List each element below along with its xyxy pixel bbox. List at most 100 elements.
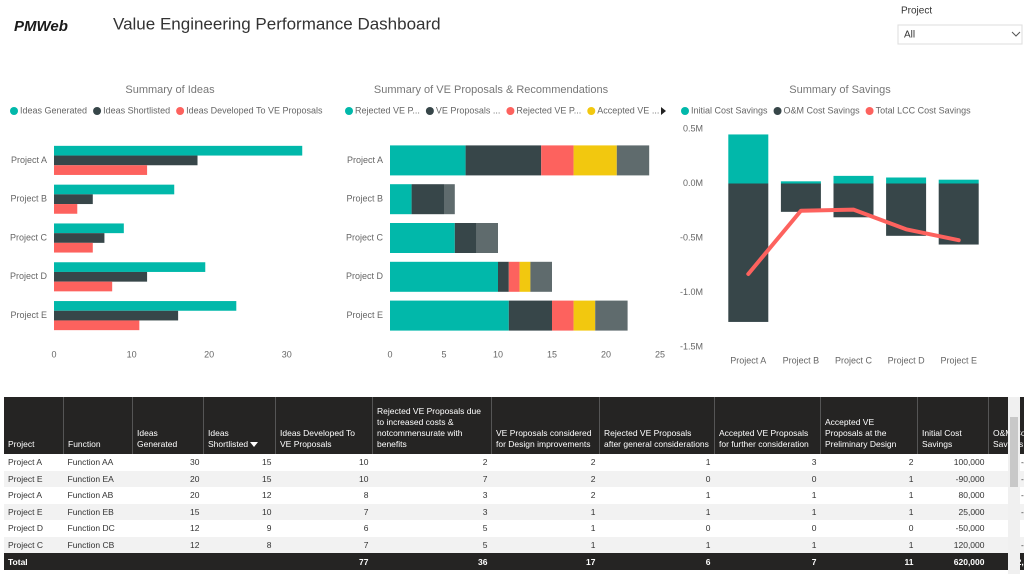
bar bbox=[728, 134, 769, 184]
table-cell: 12 bbox=[132, 536, 204, 553]
column-header-text: Accepted VE Proposals for further consid… bbox=[719, 428, 809, 449]
bar-segment bbox=[390, 223, 455, 253]
y-tick-label: 0.0M bbox=[683, 178, 703, 188]
x-tick-label: 10 bbox=[493, 349, 503, 359]
bar-segment bbox=[508, 300, 552, 331]
table-cell: 1 bbox=[599, 536, 715, 553]
table-cell: 0 bbox=[811, 523, 817, 534]
table-cell: 2 bbox=[482, 457, 488, 468]
column-header[interactable]: Ideas Generated bbox=[132, 397, 204, 454]
bar bbox=[54, 281, 113, 292]
total-cell bbox=[203, 553, 276, 570]
bar bbox=[54, 310, 179, 321]
y-tick-label: Project E bbox=[10, 310, 47, 320]
scrollbar-thumb[interactable] bbox=[1010, 417, 1018, 487]
bar bbox=[54, 204, 78, 214]
table-cell: 0 bbox=[714, 470, 821, 487]
table-cell: 12 bbox=[262, 490, 272, 501]
table-cell: 120,000 bbox=[917, 536, 989, 553]
bar bbox=[54, 301, 237, 311]
column-header[interactable]: Accepted VE Proposals at the Preliminary… bbox=[820, 397, 918, 454]
table-cell: Function DC bbox=[67, 523, 115, 534]
total-cell bbox=[63, 553, 133, 570]
table-cell: -90,000 bbox=[917, 470, 989, 487]
y-tick-label: Project C bbox=[346, 232, 384, 242]
table-cell: 15 bbox=[262, 457, 272, 468]
line-series bbox=[746, 207, 961, 276]
bar-segment bbox=[476, 223, 498, 253]
bar-segment bbox=[552, 300, 574, 331]
total-cell: 11 bbox=[820, 553, 918, 570]
bar bbox=[886, 177, 927, 184]
column-header[interactable]: Function bbox=[63, 397, 133, 454]
table-cell: 7 bbox=[275, 503, 373, 520]
column-header[interactable]: Project bbox=[4, 397, 64, 454]
bar-segment bbox=[519, 261, 531, 292]
scrollbar[interactable] bbox=[1008, 397, 1020, 574]
x-tick-label: 0 bbox=[387, 349, 392, 359]
table-cell: 20 bbox=[190, 490, 200, 501]
total-cell: 6 bbox=[599, 553, 715, 570]
filter-dropdown[interactable] bbox=[897, 24, 1023, 45]
legend-swatch bbox=[681, 107, 689, 115]
legend-swatch bbox=[176, 107, 185, 115]
x-tick-label: Project D bbox=[888, 355, 926, 365]
bar bbox=[54, 271, 148, 282]
bar bbox=[728, 183, 769, 322]
bar-segment bbox=[573, 300, 596, 331]
x-tick-label: 20 bbox=[204, 349, 214, 359]
table-cell: 0 bbox=[599, 470, 715, 487]
column-header[interactable]: Initial Cost Savings bbox=[917, 397, 989, 454]
legend-label: Initial Cost Savings bbox=[691, 105, 768, 115]
x-tick-label: 30 bbox=[282, 349, 292, 359]
table-cell: 30 bbox=[190, 457, 200, 468]
legend-label: Total LCC Cost Savings bbox=[876, 105, 972, 115]
table-cell: 1 bbox=[705, 490, 711, 501]
column-header[interactable]: Accepted VE Proposals for further consid… bbox=[714, 397, 821, 454]
column-header[interactable]: Ideas Shortlisted bbox=[203, 397, 276, 454]
bar bbox=[938, 183, 979, 245]
column-header[interactable]: Ideas Developed To VE Proposals bbox=[275, 397, 373, 454]
column-header[interactable]: Rejected VE Proposals due to increased c… bbox=[372, 397, 492, 454]
legend-next-arrow[interactable] bbox=[661, 107, 666, 115]
table-cell: 1 bbox=[820, 503, 918, 520]
table-cell: 1 bbox=[820, 536, 918, 553]
column-header[interactable]: Rejected VE Proposals after general cons… bbox=[599, 397, 715, 454]
total-cell: 77 bbox=[275, 553, 373, 570]
legend-swatch bbox=[506, 107, 515, 115]
table-cell: 9 bbox=[266, 523, 272, 534]
logo: PMWeb bbox=[14, 18, 68, 35]
bar bbox=[54, 320, 140, 331]
table-cell: 10 bbox=[359, 457, 369, 468]
bar-segment bbox=[444, 184, 455, 215]
table-cell: 1 bbox=[491, 503, 600, 520]
table-cell: Function CB bbox=[63, 536, 133, 553]
y-tick-label: Project B bbox=[10, 194, 47, 204]
column-header[interactable]: VE Proposals considered for Design impro… bbox=[491, 397, 600, 454]
table-cell: 1 bbox=[590, 523, 596, 534]
table-row: Project A Function AB 20 12 8 3 2 1 1 1 80,000 -250… bbox=[4, 487, 1024, 504]
x-tick-label: 25 bbox=[655, 349, 665, 359]
dropdown-chevron[interactable] bbox=[1011, 31, 1021, 37]
table-cell: 100,000 bbox=[953, 457, 985, 468]
column-header-text: Project bbox=[8, 439, 35, 449]
y-tick-label: Project A bbox=[11, 155, 47, 165]
table-cell: 2 bbox=[491, 470, 600, 487]
dashboard-title: Value Engineering Performance Dashboard bbox=[113, 14, 441, 33]
legend-label: Ideas Generated bbox=[20, 105, 87, 115]
bar-segment bbox=[454, 223, 477, 253]
bar-segment bbox=[390, 261, 498, 292]
y-tick-label: Project D bbox=[10, 271, 48, 281]
table-cell: 1 bbox=[705, 457, 711, 468]
total-cell: Total bbox=[4, 553, 64, 570]
x-tick-label: 15 bbox=[547, 349, 557, 359]
table-cell: 5 bbox=[482, 523, 488, 534]
bar bbox=[833, 175, 874, 184]
filter-value[interactable]: All bbox=[904, 30, 915, 41]
bar bbox=[54, 223, 124, 234]
bar bbox=[54, 165, 148, 175]
table-cell: 2 bbox=[590, 490, 596, 501]
